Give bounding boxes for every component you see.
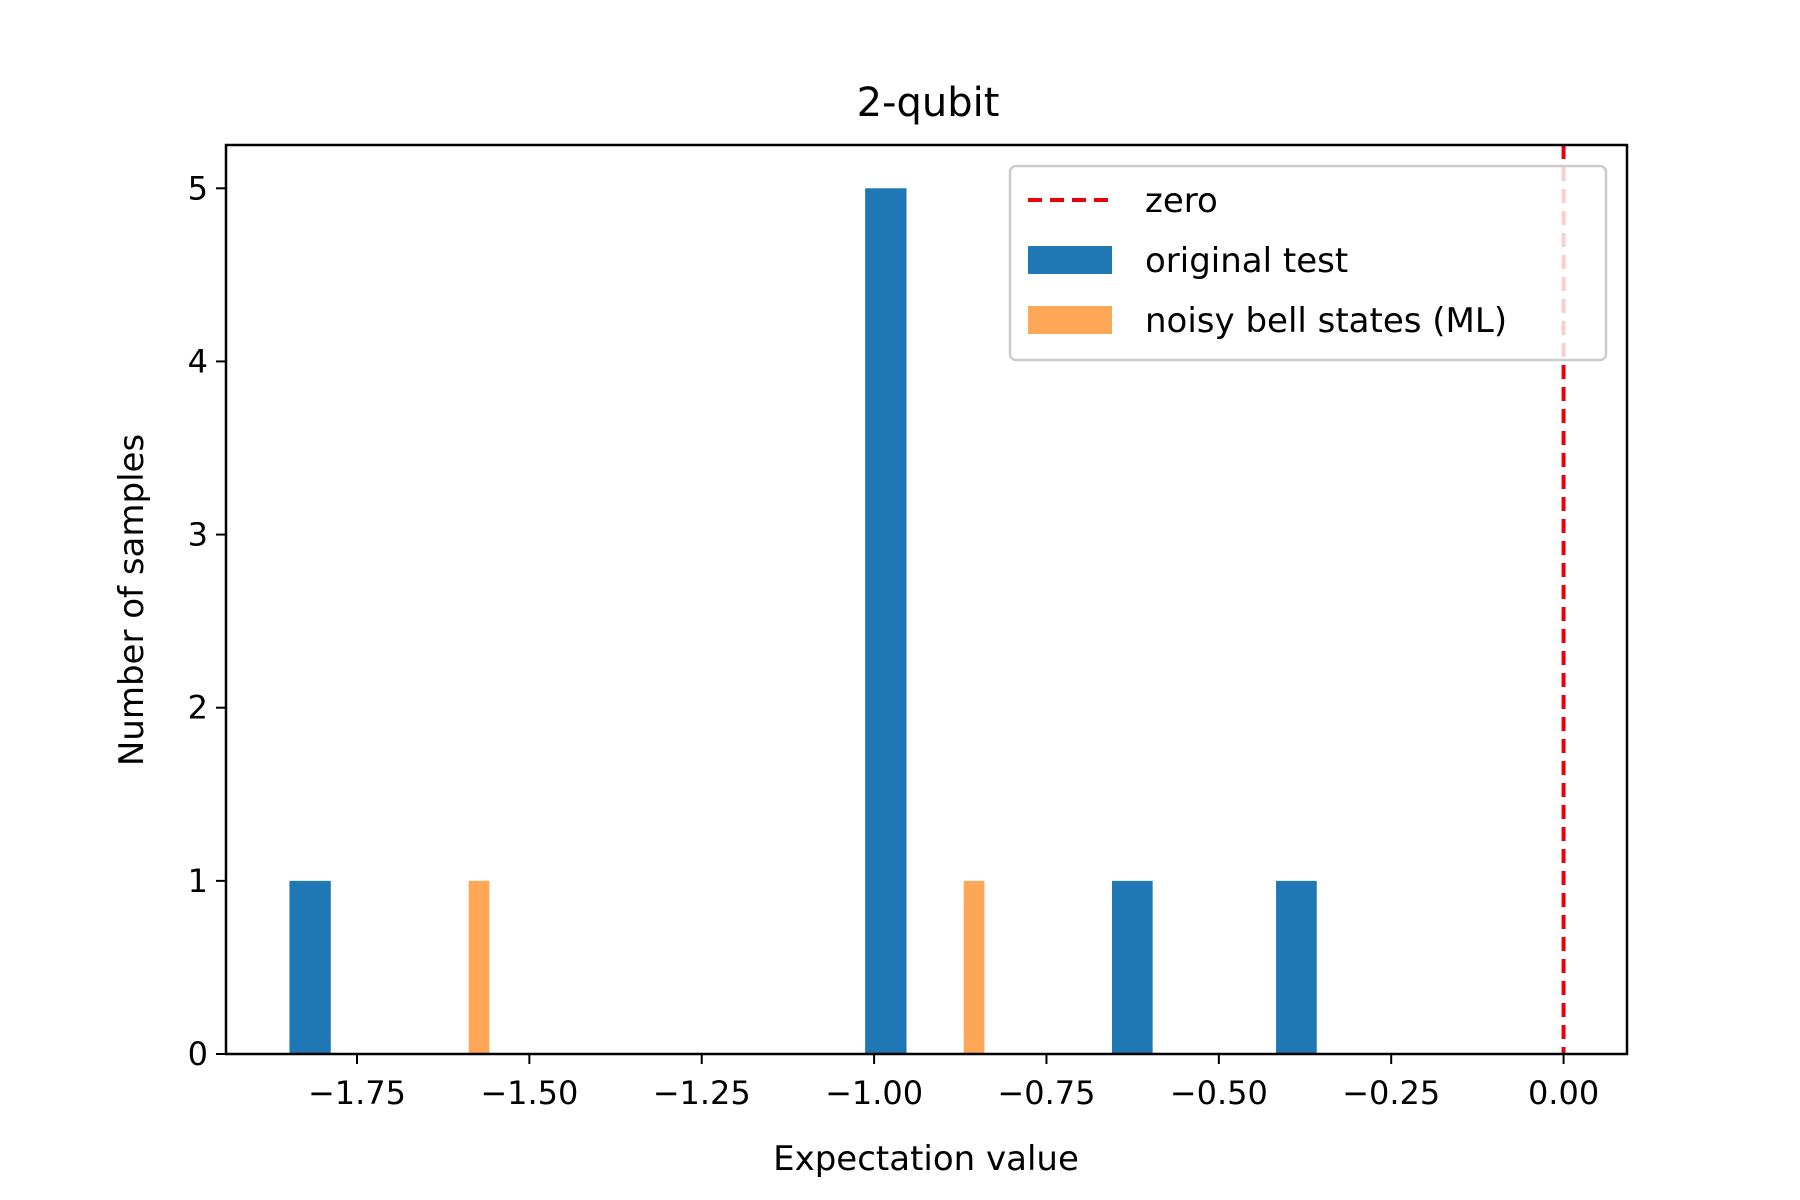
x-tick-label: 0.00	[1528, 1074, 1599, 1112]
legend: zero original test noisy bell states (ML)	[1008, 164, 1608, 362]
x-axis-label: Expectation value	[773, 1139, 1079, 1179]
bar-original-test-3	[1276, 880, 1317, 1054]
x-tick-label: −0.50	[1170, 1074, 1268, 1112]
x-tick-label: −1.00	[825, 1074, 923, 1112]
chart-title: 2-qubit	[857, 80, 1000, 126]
axes-frame	[224, 143, 1629, 1056]
y-axis: 0 1 2 3 4 5	[188, 169, 226, 1073]
legend-label-original-test: original test	[1145, 241, 1348, 281]
legend-swatch-original-test	[1028, 246, 1112, 274]
y-tick-label: 0	[188, 1035, 208, 1073]
bar-noisy-bell-states-0	[468, 880, 490, 1054]
x-tick-label: −0.25	[1342, 1074, 1440, 1112]
legend-frame	[1008, 164, 1608, 362]
y-tick-label: 4	[188, 342, 208, 380]
plot-area	[289, 145, 1566, 1055]
y-tick-label: 5	[188, 169, 208, 207]
bar-original-test-1	[865, 188, 907, 1055]
x-tick-label: −1.50	[480, 1074, 578, 1112]
legend-label-noisy-bell-states: noisy bell states (ML)	[1145, 301, 1507, 341]
x-tick-label: −0.75	[997, 1074, 1095, 1112]
legend-swatch-noisy-bell-states	[1028, 306, 1112, 334]
legend-label-zero: zero	[1145, 181, 1218, 221]
x-tick-label: −1.25	[653, 1074, 751, 1112]
bar-noisy-bell-states-1	[963, 880, 985, 1054]
y-tick-label: 2	[188, 689, 208, 727]
bar-original-test-2	[1111, 880, 1153, 1054]
y-axis-label: Number of samples	[112, 434, 152, 766]
bar-original-test-0	[289, 880, 331, 1054]
x-axis: −1.75 −1.50 −1.25 −1.00 −0.75 −0.50 −0.25 0.00	[308, 1054, 1599, 1112]
y-tick-label: 1	[188, 862, 208, 900]
x-tick-label: −1.75	[308, 1074, 406, 1112]
y-tick-label: 3	[188, 516, 208, 554]
